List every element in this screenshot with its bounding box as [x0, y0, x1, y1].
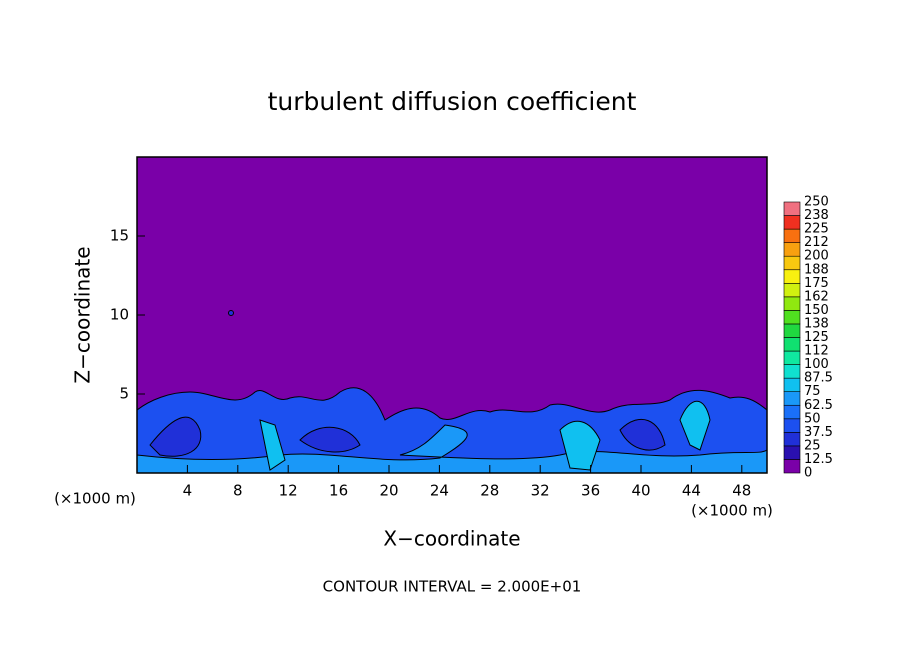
- field-structures: [137, 310, 767, 473]
- x-tick-label: 32: [531, 482, 550, 500]
- x-tick-label: 36: [581, 482, 600, 500]
- colorbar-segment: [783, 215, 801, 230]
- colorbar-label: 162: [804, 289, 829, 304]
- x-tick-label: 48: [732, 482, 751, 500]
- colorbar-label: 62.5: [804, 398, 833, 413]
- colorbar-label: 138: [804, 316, 829, 331]
- x-unit-label: (×1000 m): [54, 490, 136, 508]
- colorbar-segment: [783, 418, 801, 433]
- colorbar-label: 250: [804, 195, 829, 210]
- colorbar-label: 87.5: [804, 371, 833, 386]
- colorbar-segment: [783, 282, 801, 298]
- y-tick-label: 5: [119, 385, 129, 403]
- y-tick-label: 10: [110, 306, 129, 324]
- colorbar-segment: [783, 432, 801, 447]
- y-tick-label: 15: [110, 227, 129, 245]
- x-tick-label: 4: [183, 482, 193, 500]
- colorbar-segment: [783, 459, 801, 474]
- colorbar-label: 212: [804, 235, 829, 250]
- colorbar-segment: [783, 201, 801, 216]
- colorbar-label: 37.5: [804, 425, 833, 440]
- colorbar-segment: [783, 404, 801, 420]
- colorbar-label: 238: [804, 208, 829, 223]
- colorbar-segment: [783, 350, 801, 365]
- colorbar-segment: [783, 310, 801, 325]
- colorbar-segment: [783, 242, 801, 257]
- colorbar-label: 125: [804, 330, 829, 345]
- colorbar-label: 0: [804, 466, 812, 481]
- colorbar-segment: [783, 255, 801, 271]
- colorbar-label: 25: [804, 438, 821, 453]
- colorbar-segment: [783, 364, 801, 379]
- x-unit-label: (×1000 m): [691, 502, 773, 520]
- x-tick-label: 24: [430, 482, 449, 500]
- x-tick-label: 8: [233, 482, 243, 500]
- colorbar-label: 12.5: [804, 452, 833, 467]
- colorbar-segment: [783, 323, 801, 338]
- x-axis-label: X−coordinate: [383, 527, 520, 551]
- x-tick-label: 16: [329, 482, 348, 500]
- colorbar-segment: [783, 337, 801, 352]
- colorbar-label: 225: [804, 222, 829, 237]
- colorbar-label: 112: [804, 344, 829, 359]
- colorbar-label: 175: [804, 276, 829, 291]
- x-tick-label: 40: [631, 482, 650, 500]
- colorbar-segment: [783, 377, 801, 392]
- chart-title: turbulent diffusion coefficient: [268, 87, 637, 116]
- colorbar-segment: [783, 391, 801, 406]
- colorbar-segment: [783, 296, 801, 311]
- x-tick-label: 44: [682, 482, 701, 500]
- colorbar-label: 200: [804, 249, 829, 264]
- colorbar-label: 150: [804, 303, 829, 318]
- colorbar-label: 100: [804, 357, 829, 372]
- colorbar-segment: [783, 269, 801, 284]
- colorbar-segment: [783, 445, 801, 460]
- x-tick-label: 12: [279, 482, 298, 500]
- x-tick-label: 20: [379, 482, 398, 500]
- x-tick-label: 28: [480, 482, 499, 500]
- colorbar-segment: [783, 228, 801, 243]
- colorbar-label: 188: [804, 262, 829, 277]
- colorbar-label: 50: [804, 411, 821, 426]
- colorbar-label: 75: [804, 384, 821, 399]
- footnote: CONTOUR INTERVAL = 2.000E+01: [323, 578, 582, 596]
- y-axis-label: Z−coordinate: [71, 246, 95, 383]
